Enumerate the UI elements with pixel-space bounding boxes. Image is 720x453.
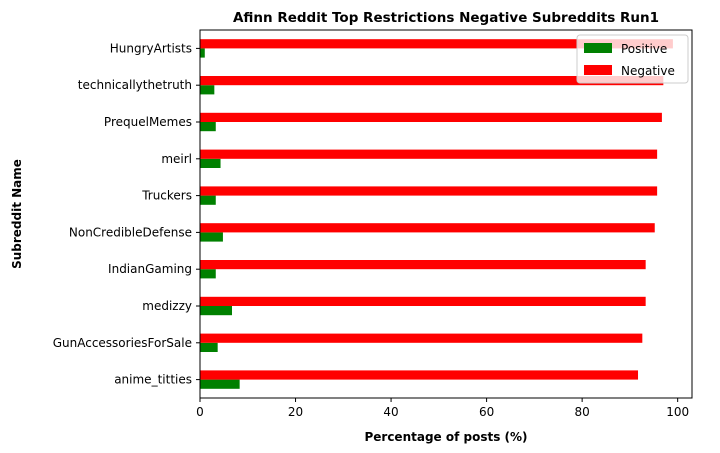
x-tick-label: 100: [666, 405, 689, 419]
bar-positive-meirl: [200, 158, 221, 168]
bar-positive-noncredibledefense: [200, 232, 223, 242]
bar-negative-truckers: [200, 186, 658, 196]
bar-positive-indiangaming: [200, 269, 216, 279]
bar-negative-indiangaming: [200, 260, 646, 270]
legend-label-negative: Negative: [621, 64, 675, 78]
bar-positive-technicallythetruth: [200, 85, 215, 95]
x-tick-label: 0: [196, 405, 204, 419]
bar-negative-prequelmemes: [200, 112, 662, 122]
legend-swatch-positive: [584, 43, 612, 53]
x-axis-title: Percentage of posts (%): [364, 430, 527, 444]
y-tick-label: NonCredibleDefense: [69, 225, 192, 239]
bar-negative-gunaccessoriesforsale: [200, 333, 643, 343]
bar-negative-hungryartists: [200, 39, 673, 49]
bar-positive-prequelmemes: [200, 122, 216, 132]
chart-title: Afinn Reddit Top Restrictions Negative S…: [233, 10, 659, 26]
legend-swatch-negative: [584, 65, 612, 75]
y-tick-label: IndianGaming: [108, 262, 192, 276]
bar-negative-medizzy: [200, 296, 646, 306]
x-tick-label: 40: [383, 405, 398, 419]
bar-negative-noncredibledefense: [200, 223, 655, 233]
y-tick-label: PrequelMemes: [104, 115, 192, 129]
x-tick-label: 60: [479, 405, 494, 419]
bar-positive-anime-titties: [200, 379, 240, 389]
bar-negative-anime-titties: [200, 370, 639, 380]
y-tick-label: Truckers: [141, 189, 192, 203]
x-tick-label: 20: [288, 405, 303, 419]
bar-negative-meirl: [200, 149, 658, 159]
legend-label-positive: Positive: [621, 42, 667, 56]
y-tick-label: GunAccessoriesForSale: [53, 336, 192, 350]
y-tick-label: technicallythetruth: [78, 78, 192, 92]
y-tick-label: meirl: [161, 152, 192, 166]
bar-negative-technicallythetruth: [200, 76, 664, 86]
bars: [200, 39, 673, 389]
x-axis-ticks: 0 20 40 60 80 100: [196, 398, 689, 419]
bar-positive-medizzy: [200, 306, 233, 316]
y-axis-title: Subreddit Name: [10, 159, 24, 269]
legend: Positive Negative: [576, 34, 689, 84]
plot-frame: [199, 29, 693, 399]
x-tick-label: 80: [574, 405, 589, 419]
y-tick-label: medizzy: [142, 299, 192, 313]
bar-positive-gunaccessoriesforsale: [200, 342, 218, 352]
bar-positive-hungryartists: [200, 48, 205, 58]
bar-positive-truckers: [200, 195, 216, 205]
y-axis-ticks: HungryArtists technicallythetruth PrequelM…: [53, 41, 200, 387]
y-tick-label: anime_titties: [114, 373, 192, 387]
y-tick-label: HungryArtists: [110, 41, 192, 55]
